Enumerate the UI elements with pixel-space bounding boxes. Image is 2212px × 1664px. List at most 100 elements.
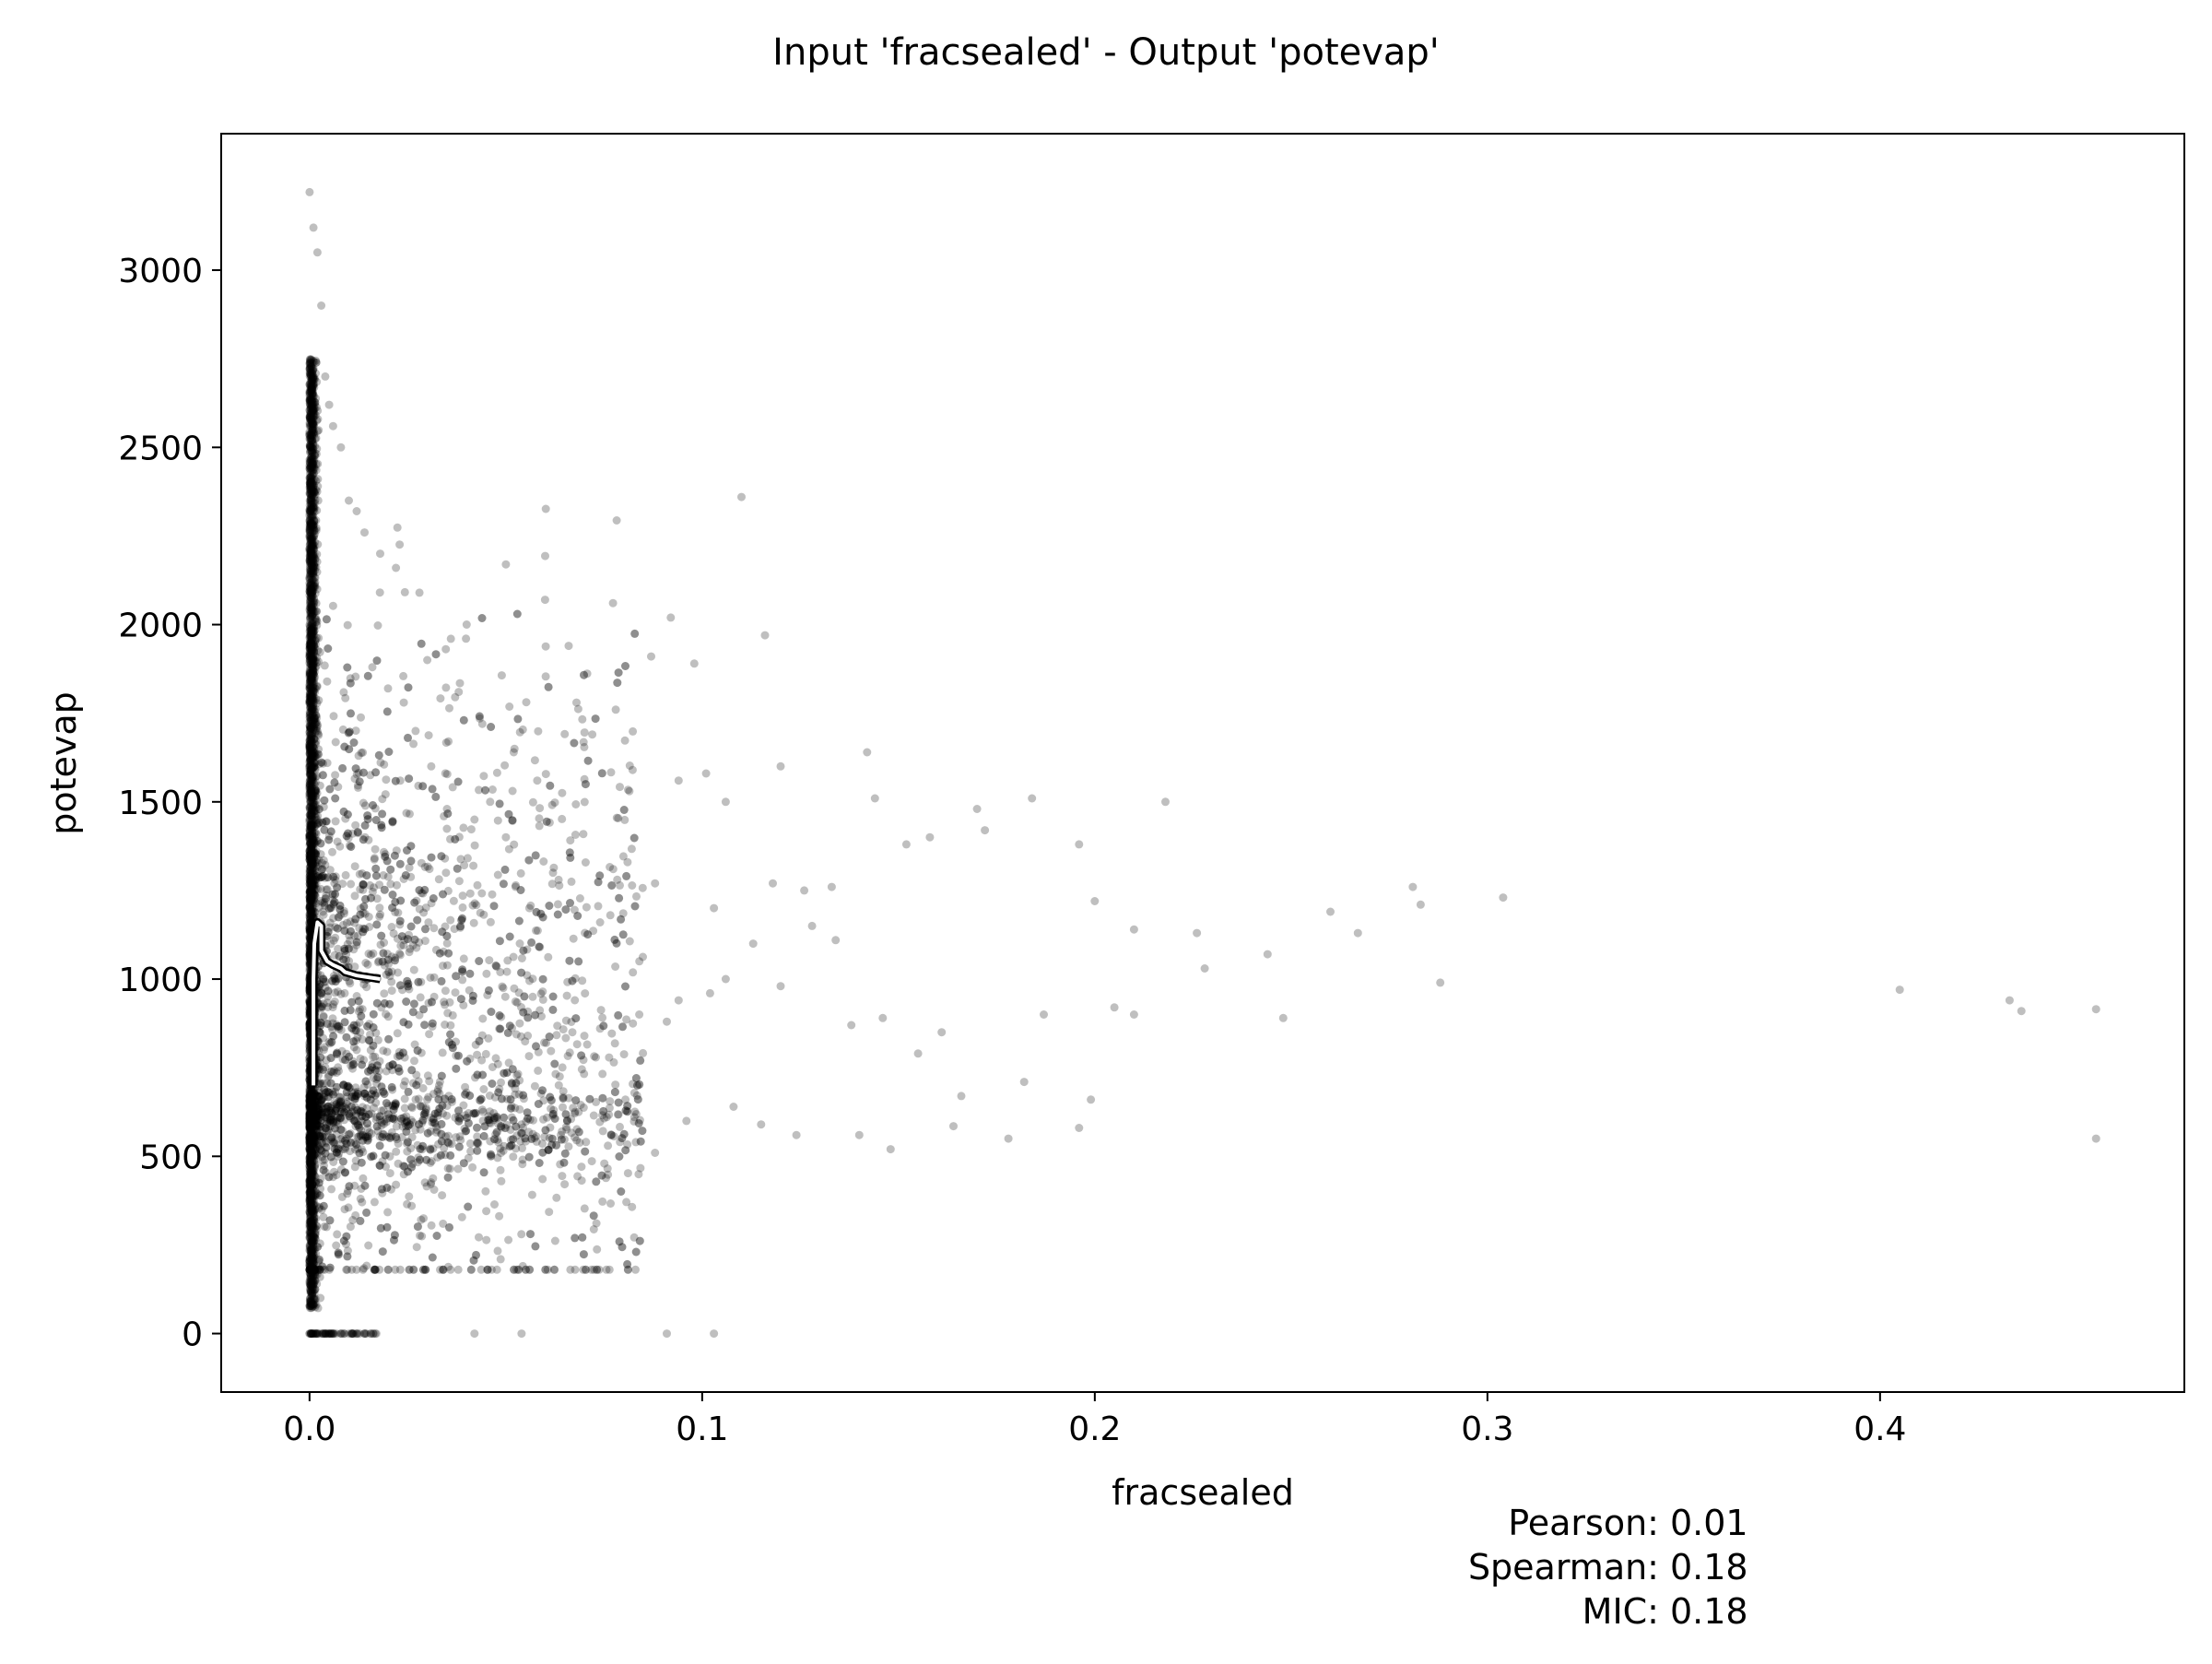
data-point — [305, 515, 314, 525]
data-point — [547, 1046, 556, 1056]
data-point — [312, 506, 322, 515]
data-point — [305, 525, 314, 535]
data-point — [307, 776, 316, 785]
data-point — [611, 962, 620, 971]
data-point — [306, 387, 315, 396]
data-point — [305, 483, 314, 492]
data-point — [527, 1190, 536, 1199]
data-point — [312, 816, 322, 824]
data-point — [341, 870, 350, 879]
data-point — [620, 815, 629, 824]
data-point — [307, 738, 315, 748]
data-point — [482, 1207, 491, 1216]
data-point — [541, 770, 550, 779]
data-point — [306, 534, 315, 543]
data-point — [308, 641, 317, 650]
data-point — [350, 862, 359, 871]
data-point — [429, 924, 439, 933]
data-point — [305, 684, 314, 693]
data-point — [310, 544, 319, 553]
data-point — [442, 938, 452, 948]
data-point — [305, 469, 314, 478]
data-point — [308, 647, 317, 656]
data-point — [598, 1127, 607, 1136]
data-point — [442, 824, 452, 833]
data-point — [307, 1124, 315, 1132]
data-point — [331, 933, 340, 942]
data-point — [615, 1152, 624, 1161]
data-point — [571, 1265, 580, 1274]
data-point — [443, 1163, 453, 1173]
data-point — [306, 433, 315, 443]
data-point — [314, 1204, 324, 1213]
data-point — [608, 598, 618, 608]
data-point — [310, 1224, 319, 1233]
data-point — [310, 526, 319, 536]
data-point — [587, 1157, 596, 1166]
data-point — [449, 896, 458, 905]
data-point — [309, 540, 318, 549]
data-point — [307, 501, 316, 510]
data-point — [308, 1172, 316, 1181]
data-point — [307, 387, 316, 396]
data-point — [309, 723, 318, 732]
data-point — [308, 600, 317, 609]
data-point — [307, 599, 316, 608]
data-point — [446, 1021, 455, 1030]
data-point — [341, 693, 350, 702]
data-point — [571, 1233, 580, 1243]
data-point — [306, 474, 315, 483]
data-point — [309, 366, 318, 375]
data-point — [307, 791, 316, 800]
data-point — [309, 576, 318, 585]
data-point — [619, 1050, 629, 1059]
data-point — [305, 434, 314, 443]
data-point — [307, 1174, 316, 1183]
data-point — [309, 840, 318, 849]
data-point — [606, 863, 615, 871]
data-point — [307, 1221, 316, 1230]
data-point — [305, 474, 314, 483]
data-point — [311, 581, 320, 590]
data-point — [307, 1280, 316, 1289]
data-point — [307, 655, 316, 665]
data-point — [417, 858, 426, 867]
data-point — [311, 1223, 320, 1233]
data-point — [307, 912, 316, 921]
data-point — [493, 870, 502, 879]
data-point — [309, 834, 317, 844]
data-point — [627, 844, 636, 854]
data-point — [313, 407, 323, 416]
data-point — [536, 989, 546, 998]
data-point — [306, 1269, 315, 1279]
data-point — [309, 571, 318, 580]
data-point — [436, 694, 445, 703]
data-point — [567, 1128, 576, 1138]
data-point — [306, 462, 315, 471]
data-point — [309, 789, 318, 797]
data-point — [395, 949, 404, 958]
data-point — [522, 698, 531, 707]
data-point — [568, 1028, 577, 1037]
data-point — [306, 1151, 315, 1161]
data-point — [307, 462, 316, 471]
data-point — [383, 1208, 393, 1217]
data-point — [310, 602, 318, 611]
data-point — [308, 878, 316, 887]
data-point — [600, 1159, 609, 1168]
data-point — [311, 787, 320, 797]
data-point — [481, 1186, 490, 1196]
data-point — [411, 1095, 420, 1104]
data-point — [312, 738, 321, 747]
data-point — [309, 717, 318, 726]
data-point — [306, 597, 314, 607]
data-point — [306, 561, 315, 570]
data-point — [323, 677, 332, 686]
data-point — [306, 585, 315, 595]
data-point — [312, 1225, 321, 1234]
data-point — [308, 1194, 317, 1202]
data-point — [305, 787, 314, 797]
data-point — [458, 891, 467, 901]
data-point — [475, 1233, 483, 1242]
data-point — [306, 372, 315, 382]
